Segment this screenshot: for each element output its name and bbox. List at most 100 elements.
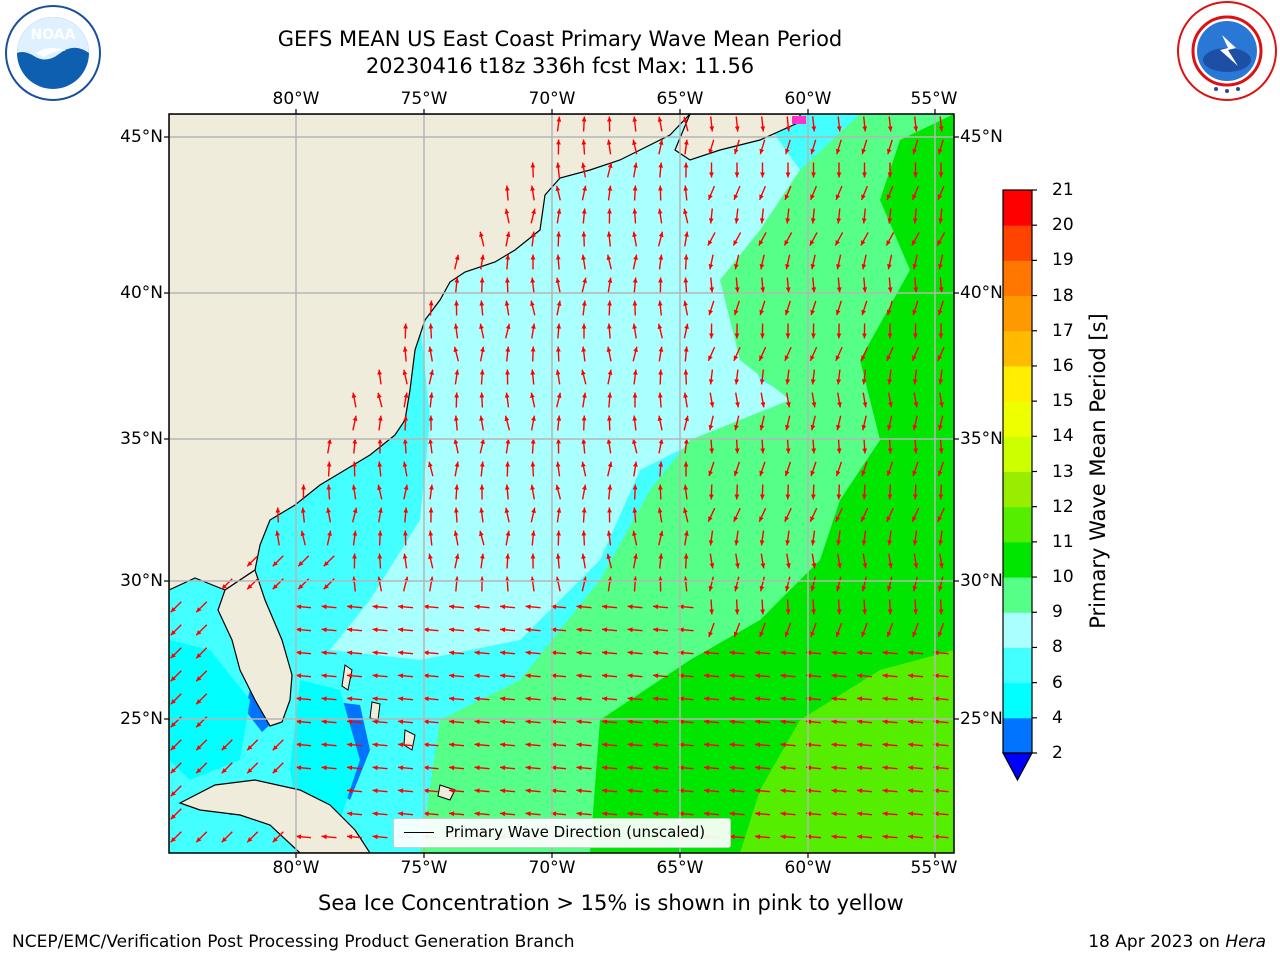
wave-arrow-head bbox=[653, 719, 659, 725]
wave-arrow-head bbox=[606, 231, 612, 237]
wave-arrow-head bbox=[556, 300, 562, 306]
wave-arrow-head bbox=[454, 392, 459, 398]
wave-arrow-head bbox=[734, 424, 739, 431]
wave-arrow-head bbox=[525, 673, 531, 679]
colorbar-cell bbox=[1003, 436, 1032, 472]
wave-arrow-head bbox=[505, 254, 511, 260]
lat-label-left: 30°N bbox=[120, 571, 163, 591]
colorbar-tick-label: 11 bbox=[1052, 531, 1074, 552]
wave-arrow-head bbox=[581, 346, 587, 352]
wave-arrow-head bbox=[862, 333, 867, 339]
wave-arrow-head bbox=[913, 494, 918, 500]
wave-arrow-head bbox=[474, 650, 480, 656]
wave-arrow-head bbox=[658, 254, 664, 260]
wave-arrow-head bbox=[887, 379, 893, 385]
wave-arrow-head bbox=[607, 461, 613, 468]
wave-arrow-head bbox=[196, 837, 202, 843]
wave-arrow-head bbox=[933, 788, 939, 794]
wave-arrow-head bbox=[734, 448, 740, 454]
lon-label-top: 65°W bbox=[656, 89, 704, 109]
wave-arrow-head bbox=[555, 162, 561, 168]
wave-arrow-head bbox=[678, 696, 684, 702]
wave-arrow-head bbox=[882, 834, 888, 840]
wave-arrow-head bbox=[759, 516, 764, 522]
wave-arrow-head bbox=[505, 346, 511, 352]
wave-arrow-head bbox=[882, 650, 888, 656]
wave-arrow-head bbox=[709, 126, 715, 132]
svg-text:NOAA: NOAA bbox=[31, 27, 76, 43]
wave-arrow-head bbox=[657, 415, 663, 421]
wave-arrow-head bbox=[860, 240, 866, 246]
wave-arrow-head bbox=[504, 484, 510, 490]
colorbar-tick-label: 6 bbox=[1052, 672, 1063, 693]
wave-arrow-head bbox=[887, 494, 893, 500]
wave-arrow-head bbox=[196, 699, 202, 705]
wave-arrow-head bbox=[708, 379, 714, 385]
wave-arrow-head bbox=[887, 609, 893, 615]
wave-arrow-head bbox=[882, 811, 888, 817]
wave-arrow-head bbox=[938, 424, 943, 431]
wave-arrow-head bbox=[352, 438, 358, 444]
wave-arrow-head bbox=[882, 673, 888, 679]
wave-arrow-head bbox=[423, 604, 429, 610]
wave-arrow-head bbox=[581, 300, 587, 306]
wave-arrow-head bbox=[683, 277, 689, 283]
wave-arrow-head bbox=[658, 484, 663, 490]
lon-label-bottom: 70°W bbox=[528, 858, 576, 878]
wave-arrow-head bbox=[759, 148, 764, 155]
wave-arrow-head bbox=[556, 392, 562, 399]
wave-arrow-head bbox=[831, 765, 837, 771]
wave-arrow-head bbox=[423, 719, 429, 725]
wave-arrow-head bbox=[632, 369, 638, 375]
wave-arrow-head bbox=[351, 392, 357, 398]
period-10-11-band bbox=[590, 114, 954, 853]
wave-arrow-head bbox=[480, 553, 485, 559]
lat-label-right: 25°N bbox=[960, 709, 1003, 729]
wave-arrow-head bbox=[887, 126, 893, 132]
wave-arrow-head bbox=[531, 323, 536, 329]
wave-arrow-head bbox=[857, 673, 863, 679]
wave-arrow-head bbox=[196, 676, 202, 682]
wave-arrow-head bbox=[678, 765, 684, 771]
wave-arrow-head bbox=[321, 719, 327, 725]
wave-arrow-head bbox=[831, 673, 837, 679]
wave-arrow-head bbox=[323, 584, 329, 590]
wave-arrow-head bbox=[937, 516, 943, 522]
wave-arrow-head bbox=[372, 811, 378, 817]
wave-arrow-head bbox=[780, 696, 786, 702]
wave-arrow-head bbox=[504, 185, 510, 191]
wave-arrow-head bbox=[326, 507, 331, 513]
wave-arrow-head bbox=[632, 208, 638, 214]
colorbar bbox=[1001, 189, 1037, 782]
wave-arrow-head bbox=[857, 719, 863, 725]
wave-arrow-head bbox=[530, 461, 536, 467]
wave-arrow-head bbox=[734, 218, 740, 224]
wave-arrow-head bbox=[887, 333, 893, 339]
wave-arrow-head bbox=[454, 553, 460, 559]
wave-arrow-head bbox=[938, 379, 944, 385]
wave-arrow-head bbox=[347, 650, 353, 656]
wave-arrow-head bbox=[327, 438, 332, 444]
wave-arrow-head bbox=[581, 438, 587, 444]
wave-arrow-head bbox=[938, 540, 943, 546]
wave-arrow-head bbox=[913, 563, 919, 569]
lon-label-bottom: 80°W bbox=[272, 858, 320, 878]
wave-arrow-head bbox=[653, 627, 659, 633]
wave-arrow-head bbox=[402, 346, 408, 352]
wave-arrow-head bbox=[835, 355, 841, 361]
wave-arrow-head bbox=[683, 346, 689, 352]
wave-arrow-head bbox=[555, 369, 561, 375]
wave-arrow-head bbox=[861, 148, 866, 155]
colorbar-cell bbox=[1003, 190, 1032, 226]
wave-arrow-head bbox=[530, 438, 536, 444]
wave-arrow-head bbox=[474, 788, 480, 794]
wave-arrow-head bbox=[734, 609, 740, 615]
wave-arrow-head bbox=[683, 392, 688, 398]
wave-arrow-head bbox=[326, 461, 332, 467]
wave-arrow-head bbox=[607, 415, 612, 421]
wave-arrow-head bbox=[423, 650, 429, 656]
wave-arrow-head bbox=[658, 438, 664, 444]
wave-arrow-head bbox=[857, 742, 863, 748]
wave-arrow-head bbox=[581, 369, 586, 376]
wave-arrow-head bbox=[857, 834, 863, 840]
